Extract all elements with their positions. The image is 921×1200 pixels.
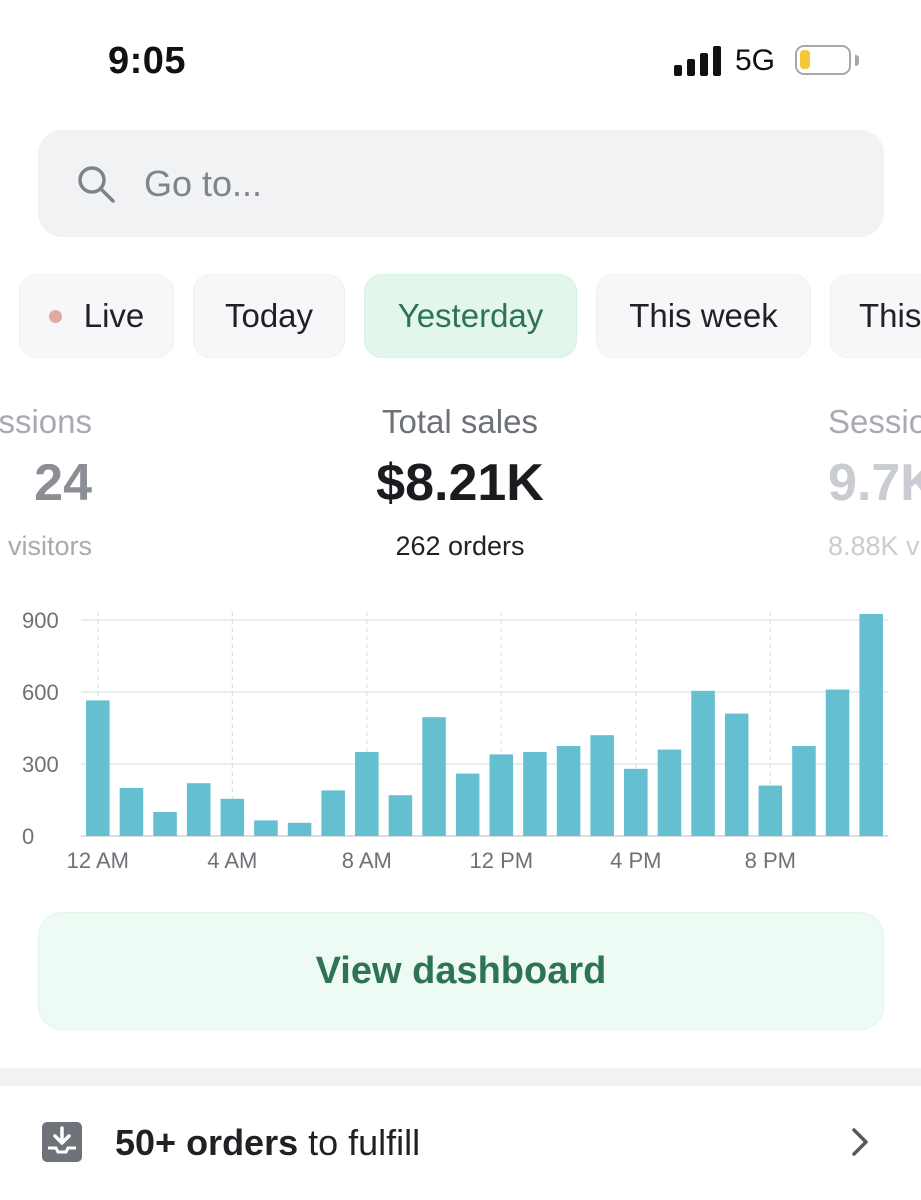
live-dot-icon	[48, 309, 62, 323]
bar[interactable]	[388, 795, 413, 836]
y-tick-label: 300	[22, 752, 59, 777]
fulfill-suffix: to fulfill	[298, 1122, 421, 1163]
date-range-tabs: Live Today Yesterday This week This	[0, 274, 921, 360]
metric-total-sales-value: $8.21K	[376, 454, 544, 512]
bar[interactable]	[758, 785, 783, 836]
search-bar[interactable]	[38, 130, 884, 237]
metric-right-sub: 8.88K v	[828, 531, 920, 561]
metric-right-label: Sessio	[828, 403, 921, 440]
metric-total-sales-orders: 262 orders	[395, 531, 525, 561]
metric-right-value: 9.7K	[828, 454, 921, 512]
x-tick-label: 8 PM	[745, 848, 796, 873]
x-tick-label: 12 AM	[67, 848, 129, 873]
bar[interactable]	[489, 754, 514, 836]
bar[interactable]	[523, 752, 547, 836]
view-dashboard-button[interactable]: View dashboard	[38, 912, 884, 1030]
battery-icon	[795, 45, 851, 75]
section-divider	[0, 1068, 921, 1086]
metrics-carousel[interactable]: ssions 24 visitors Total sales $8.21K 26…	[0, 395, 921, 575]
bar[interactable]	[254, 820, 278, 836]
bar[interactable]	[422, 717, 446, 836]
bar[interactable]	[355, 752, 379, 836]
search-input[interactable]	[144, 160, 844, 208]
y-tick-label: 600	[22, 680, 59, 705]
tab-label: Live	[83, 297, 145, 334]
inbox-download-icon	[42, 1122, 82, 1162]
bar[interactable]	[119, 788, 144, 836]
tab-yesterday[interactable]: Yesterday	[364, 274, 577, 358]
search-icon	[78, 166, 115, 203]
metric-total-sales-label: Total sales	[382, 403, 538, 440]
chevron-right-icon	[852, 1128, 868, 1156]
bar[interactable]	[153, 812, 177, 836]
bar[interactable]	[691, 690, 715, 836]
x-tick-label: 4 AM	[207, 848, 257, 873]
bar[interactable]	[186, 783, 211, 836]
bar[interactable]	[321, 790, 345, 836]
tab-today[interactable]: Today	[193, 274, 345, 358]
network-type: 5G	[735, 44, 776, 77]
bar[interactable]	[455, 773, 480, 836]
tab-label: This week	[629, 297, 778, 334]
metric-left-sub: visitors	[7, 531, 92, 561]
bar[interactable]	[287, 822, 312, 836]
bar[interactable]	[859, 614, 883, 836]
tab-this-month[interactable]: This	[830, 274, 921, 358]
x-tick-label: 8 AM	[342, 848, 392, 873]
y-tick-label: 900	[22, 608, 59, 633]
bar[interactable]	[724, 713, 749, 836]
bar[interactable]	[624, 768, 648, 836]
bar[interactable]	[825, 689, 850, 836]
bar[interactable]	[220, 798, 245, 836]
sales-bar-chart[interactable]: 0 300 600 900 12 AM 4 AM 8 AM 12 PM 4 PM 8 PM	[0, 600, 921, 890]
tab-live[interactable]: Live	[19, 274, 174, 358]
x-tick-label: 12 PM	[470, 848, 534, 873]
metric-left-label: ssions	[0, 403, 92, 440]
x-tick-label: 4 PM	[610, 848, 661, 873]
bar[interactable]	[657, 749, 682, 836]
tab-this-week[interactable]: This week	[596, 274, 811, 358]
fulfill-count: 50+ orders	[115, 1122, 299, 1163]
status-bar: 9:05 5G	[0, 0, 921, 110]
y-tick-label: 0	[22, 824, 34, 849]
metric-left-value: 24	[34, 454, 92, 512]
bar[interactable]	[792, 746, 816, 836]
fulfill-text: 50+ orders to fulfill	[115, 1122, 420, 1164]
signal-strength-icon	[674, 46, 722, 76]
battery-tip	[855, 55, 859, 66]
bar[interactable]	[590, 735, 614, 836]
status-time: 9:05	[108, 40, 187, 82]
tab-label: This	[859, 297, 921, 334]
tab-label: Today	[224, 297, 314, 334]
orders-to-fulfill-row[interactable]: 50+ orders to fulfill	[0, 1086, 921, 1200]
tab-label: Yesterday	[397, 297, 544, 334]
bar[interactable]	[86, 700, 110, 836]
bar[interactable]	[556, 746, 581, 836]
